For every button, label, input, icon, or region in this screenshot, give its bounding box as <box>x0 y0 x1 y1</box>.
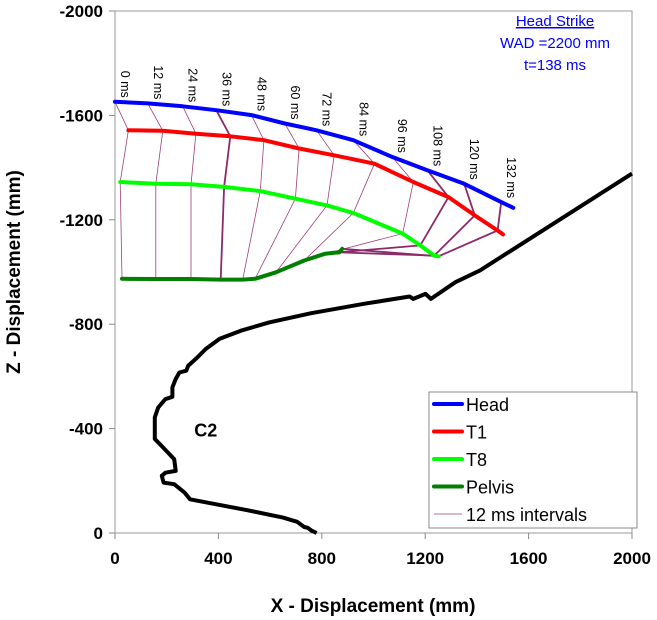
time-label: 96 ms <box>395 119 409 153</box>
interval-line-0 <box>114 101 129 279</box>
time-label: 36 ms <box>219 72 233 106</box>
y-tick-label: -800 <box>69 315 103 334</box>
interval-line-5 <box>254 123 300 279</box>
interval-line-8 <box>325 156 414 255</box>
legend-label: T8 <box>466 450 487 470</box>
series-head-line <box>113 99 516 210</box>
time-label: 60 ms <box>288 85 302 119</box>
interval-line-2 <box>182 106 197 279</box>
time-label: 0 ms <box>118 71 132 98</box>
time-label: 84 ms <box>356 102 370 136</box>
time-label: 12 ms <box>151 65 165 99</box>
interval-line-7 <box>303 139 375 261</box>
y-axis-title: Z - Displacement (mm) <box>4 170 25 374</box>
annotation-time: t=138 ms <box>524 57 586 74</box>
y-tick-label: -1200 <box>60 211 103 230</box>
time-label: 72 ms <box>320 92 334 126</box>
y-tick-label: -400 <box>69 420 103 439</box>
x-tick-label: 2000 <box>613 549 651 568</box>
interval-line-10 <box>339 183 476 257</box>
time-label: 108 ms <box>430 125 444 166</box>
y-tick-label: 0 <box>94 524 103 543</box>
interval-line-3 <box>215 109 232 280</box>
interval-line-11 <box>342 201 503 258</box>
interval-line-4 <box>242 114 265 280</box>
x-tick-label: 1600 <box>510 549 548 568</box>
legend-label: Pelvis <box>466 478 514 498</box>
annotation-title: Head Strike <box>516 13 594 30</box>
x-tick-label: 800 <box>308 549 336 568</box>
interval-line-6 <box>275 130 335 273</box>
x-tick-label: 1200 <box>406 549 444 568</box>
time-label: 24 ms <box>186 68 200 102</box>
legend-label: 12 ms intervals <box>466 505 587 525</box>
interval-line-1 <box>147 103 164 279</box>
legend-label: Head <box>466 395 509 415</box>
legend-label: T1 <box>466 423 487 443</box>
y-tick-label: -2000 <box>60 2 103 21</box>
y-tick-label: -1600 <box>60 106 103 125</box>
vehicle-profile-line <box>152 171 634 535</box>
interval-line-9 <box>334 169 450 254</box>
x-tick-label: 0 <box>110 549 119 568</box>
x-axis-title: X - Displacement (mm) <box>271 596 476 617</box>
x-tick-label: 400 <box>204 549 232 568</box>
vehicle-label: C2 <box>194 421 217 441</box>
time-label: 120 ms <box>467 139 481 180</box>
series-pelvis-line <box>120 246 345 282</box>
time-label: 48 ms <box>255 77 269 111</box>
time-label: 132 ms <box>504 157 518 198</box>
annotation-wad: WAD =2200 mm <box>500 35 610 52</box>
series-t8-line <box>118 180 441 259</box>
legend: Head T1 T8 Pelvis 12 ms intervals <box>428 391 638 529</box>
series-t1-line <box>126 128 505 237</box>
